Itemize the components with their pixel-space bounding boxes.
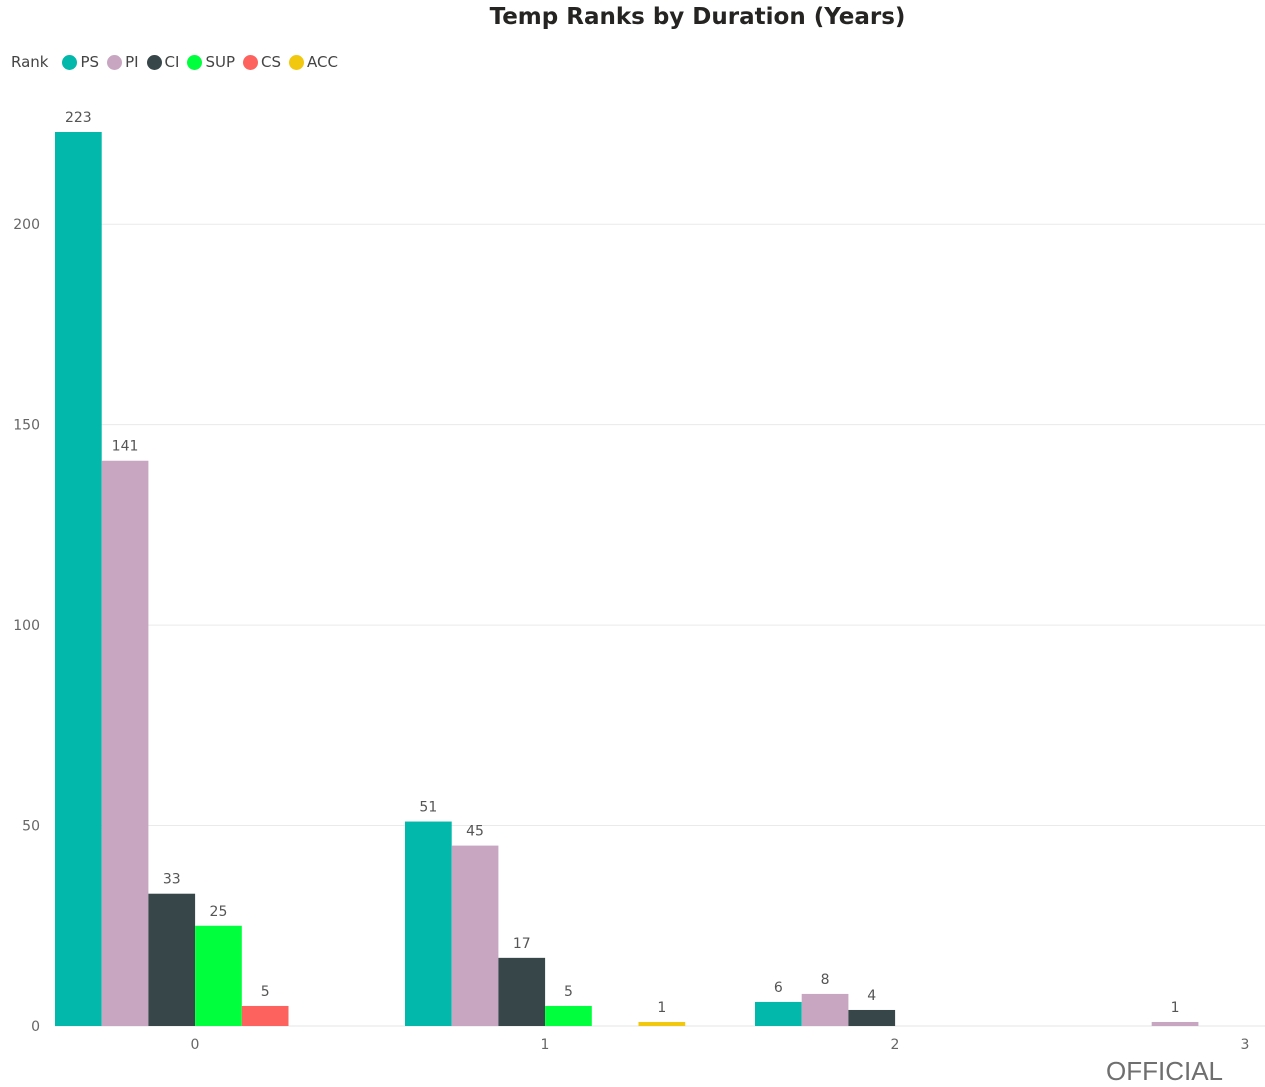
bar-cs-0 bbox=[241, 1005, 289, 1026]
bar-pi-3 bbox=[1151, 1021, 1199, 1026]
legend-label-ci: CI bbox=[164, 53, 180, 71]
data-label-pi-1: 45 bbox=[466, 824, 484, 840]
legend-label-sup: SUP bbox=[205, 53, 235, 71]
legend-marker-acc bbox=[289, 54, 304, 70]
legend-item-acc[interactable]: ACC bbox=[289, 53, 338, 71]
bar-ps-0 bbox=[55, 132, 102, 1026]
x-tick-label-2: 2 bbox=[891, 1037, 900, 1053]
data-label-ci-1: 17 bbox=[513, 936, 531, 952]
legend-label-ps: PS bbox=[80, 53, 100, 71]
legend-marker-ps bbox=[62, 54, 78, 70]
data-label-pi-2: 8 bbox=[821, 972, 830, 988]
x-tick-label-1: 1 bbox=[541, 1037, 550, 1053]
bar-pi-1 bbox=[451, 845, 499, 1026]
legend-item-sup[interactable]: SUP bbox=[187, 53, 235, 71]
x-tick-label-0: 0 bbox=[191, 1037, 200, 1053]
bar-pi-2 bbox=[801, 993, 849, 1026]
legend-marker-ci bbox=[146, 54, 162, 70]
legend-label-acc: ACC bbox=[307, 53, 338, 71]
data-label-acc-1: 1 bbox=[657, 1000, 666, 1016]
data-label-ci-2: 4 bbox=[867, 988, 876, 1004]
legend-item-cs[interactable]: CS bbox=[243, 53, 281, 71]
bar-sup-0 bbox=[195, 925, 242, 1026]
data-label-ci-0: 33 bbox=[163, 872, 181, 888]
bar-ps-1 bbox=[405, 821, 452, 1026]
data-label-sup-0: 25 bbox=[210, 904, 228, 920]
chart-legend: Rank PS PI CI SUP CS ACC bbox=[11, 53, 346, 71]
chart-title: Temp Ranks by Duration (Years) bbox=[489, 4, 906, 30]
data-label-cs-0: 5 bbox=[261, 984, 270, 1000]
y-tick-label-150: 150 bbox=[13, 418, 40, 434]
data-label-ps-2: 6 bbox=[774, 980, 783, 996]
y-tick-label-50: 50 bbox=[22, 819, 40, 835]
y-tick-label-200: 200 bbox=[13, 217, 40, 233]
bar-ps-2 bbox=[755, 1001, 802, 1026]
x-tick-label-3: 3 bbox=[1241, 1037, 1250, 1053]
legend-item-ps[interactable]: PS bbox=[62, 53, 99, 71]
bar-acc-1 bbox=[638, 1021, 686, 1026]
bar-pi-0 bbox=[101, 460, 149, 1026]
data-label-ps-1: 51 bbox=[419, 800, 437, 816]
data-label-pi-0: 141 bbox=[112, 439, 139, 455]
bar-ci-2 bbox=[848, 1009, 896, 1026]
bar-sup-1 bbox=[545, 1005, 592, 1026]
legend-title: Rank bbox=[11, 53, 49, 71]
y-tick-label-100: 100 bbox=[13, 618, 40, 634]
classification-label: OFFICIAL bbox=[1106, 1056, 1224, 1086]
data-label-ps-0: 223 bbox=[65, 110, 92, 126]
data-label-pi-3: 1 bbox=[1171, 1000, 1180, 1016]
legend-marker-pi bbox=[107, 54, 123, 70]
legend-item-ci[interactable]: CI bbox=[146, 53, 180, 71]
legend-item-pi[interactable]: PI bbox=[107, 53, 139, 71]
y-tick-label-0: 0 bbox=[31, 1019, 40, 1035]
bar-ci-1 bbox=[498, 957, 546, 1026]
data-label-sup-1: 5 bbox=[564, 984, 573, 1000]
legend-marker-sup bbox=[187, 54, 203, 70]
legend-label-pi: PI bbox=[125, 53, 139, 71]
legend-marker-cs bbox=[243, 54, 258, 70]
bar-ci-0 bbox=[148, 893, 196, 1026]
legend-label-cs: CS bbox=[261, 53, 281, 71]
